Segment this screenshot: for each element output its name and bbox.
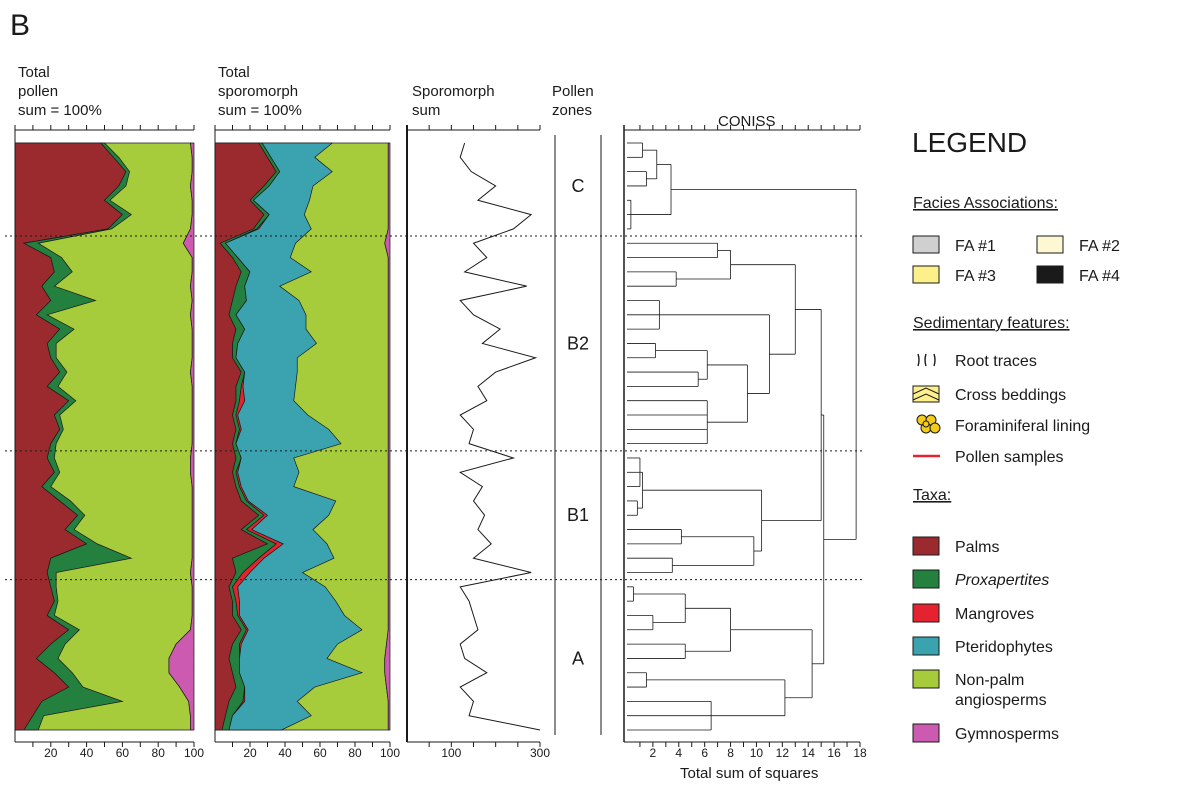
x-tick-label: 6 <box>701 746 708 760</box>
sed-label-cross-beddings: Cross beddings <box>955 387 1066 404</box>
x-tick-label: 100 <box>441 746 461 760</box>
root-traces-icon <box>917 353 936 367</box>
foraminifera-icon <box>916 414 941 434</box>
zone-label-b1: B1 <box>567 505 589 525</box>
header-pollen-zones-line1: Pollen <box>552 83 594 100</box>
pollen-zones-column: C B2 B1 A <box>554 135 602 735</box>
taxa-swatch-mangroves <box>912 603 940 623</box>
taxa-label-palms: Palms <box>955 539 999 556</box>
header-total-sporomorph-line2: sporomorph <box>218 83 298 100</box>
x-tick-label: 80 <box>152 746 166 760</box>
taxa-label-proxapertites: Proxapertites <box>955 572 1049 589</box>
x-tick-label: 14 <box>802 746 816 760</box>
header-pollen-zones-line2: zones <box>552 102 592 119</box>
x-tick-label: 60 <box>313 746 327 760</box>
header-sporomorph-sum-line1: Sporomorph <box>412 83 495 100</box>
taxa-label-non-palm-angiosperms-2: angiosperms <box>955 692 1047 709</box>
x-tick-label: 40 <box>278 746 292 760</box>
header-pollen-zones: Pollen zones <box>552 83 594 119</box>
area-proxapertites <box>22 142 133 731</box>
x-tick-label: 18 <box>853 746 867 760</box>
facies-swatch-fa1 <box>912 235 940 254</box>
legend: LEGEND Facies Associations: FA #1 FA #2 … <box>912 127 1120 743</box>
legend-taxa-title: Taxa: <box>913 487 951 504</box>
sed-label-root-traces: Root traces <box>955 353 1037 370</box>
taxa-label-gymnosperms: Gymnosperms <box>955 726 1059 743</box>
taxa-label-pteridophytes: Pteridophytes <box>955 639 1053 656</box>
sed-label-pollen-samples: Pollen samples <box>955 449 1064 466</box>
x-tick-label: 20 <box>44 746 58 760</box>
x-tick-label: 80 <box>348 746 362 760</box>
panel-letter: B <box>10 9 30 42</box>
zone-label-c: C <box>572 176 585 196</box>
taxa-swatch-non-palm-angiosperms <box>912 669 940 689</box>
x-tick-label: 300 <box>530 746 550 760</box>
header-sporomorph-sum: Sporomorph sum <box>412 83 495 119</box>
legend-facies-title: Facies Associations: <box>913 195 1058 212</box>
header-total-pollen: Total pollen sum = 100% <box>18 64 102 119</box>
x-tick-label: 8 <box>727 746 734 760</box>
x-tick-label: 4 <box>675 746 682 760</box>
cross-beddings-icon <box>912 385 940 403</box>
taxa-label-non-palm-angiosperms: Non-palm <box>955 672 1024 689</box>
header-total-sporomorph-line1: Total <box>218 64 250 81</box>
x-tick-label: 12 <box>776 746 790 760</box>
facies-swatch-fa2 <box>1036 235 1064 254</box>
header-total-pollen-line2: pollen <box>18 83 58 100</box>
x-tick-label: 2 <box>650 746 657 760</box>
coniss-xlabel: Total sum of squares <box>680 765 818 782</box>
taxa-swatch-proxapertites <box>912 569 940 589</box>
header-total-sporomorph-line3: sum = 100% <box>218 102 302 119</box>
header-total-sporomorph: Total sporomorph sum = 100% <box>218 64 302 119</box>
total-sporomorph-chart: 20 40 60 80 100 <box>214 125 400 760</box>
taxa-swatch-gymnosperms <box>912 723 940 743</box>
sporomorph-sum-line <box>458 142 541 731</box>
taxa-swatch-pteridophytes <box>912 636 940 656</box>
x-tick-label: 60 <box>116 746 130 760</box>
x-tick-label: 20 <box>243 746 257 760</box>
facies-label-fa3: FA #3 <box>955 268 996 285</box>
total-pollen-chart: 20 40 60 80 100 <box>14 125 204 760</box>
area-pteridophytes <box>224 142 364 731</box>
taxa-legend-items: Palms Proxapertites Mangroves Pteridophytes… <box>912 536 1059 743</box>
x-tick-label: 100 <box>184 746 204 760</box>
header-sporomorph-sum-line2: sum <box>412 102 440 119</box>
zone-boundary-lines <box>5 235 865 581</box>
x-tick-label: 40 <box>80 746 94 760</box>
legend-sed-title: Sedimentary features: <box>913 315 1070 332</box>
sed-label-foraminiferal-lining: Foraminiferal lining <box>955 418 1090 435</box>
facies-label-fa1: FA #1 <box>955 238 996 255</box>
facies-swatch-fa4 <box>1036 265 1064 284</box>
header-total-pollen-line1: Total <box>18 64 50 81</box>
taxa-label-mangroves: Mangroves <box>955 606 1034 623</box>
facies-swatch-fa3 <box>912 265 940 284</box>
area-gymnosperms <box>384 142 391 731</box>
facies-label-fa4: FA #4 <box>1079 268 1120 285</box>
x-tick-label: 10 <box>750 746 764 760</box>
legend-title: LEGEND <box>912 127 1027 158</box>
zone-label-b2: B2 <box>567 333 589 353</box>
x-tick-label: 100 <box>380 746 400 760</box>
facies-label-fa2: FA #2 <box>1079 238 1120 255</box>
sporomorph-sum-chart: 100 300 <box>406 125 550 760</box>
zone-label-a: A <box>572 648 584 668</box>
area-gymnosperms <box>168 142 195 731</box>
x-tick-label: 16 <box>827 746 841 760</box>
coniss-dendrogram: 2 4 6 8 10 12 14 16 18 <box>623 125 867 760</box>
header-total-pollen-line3: sum = 100% <box>18 102 102 119</box>
taxa-swatch-palms <box>912 536 940 556</box>
header-coniss: CONISS <box>718 113 776 130</box>
